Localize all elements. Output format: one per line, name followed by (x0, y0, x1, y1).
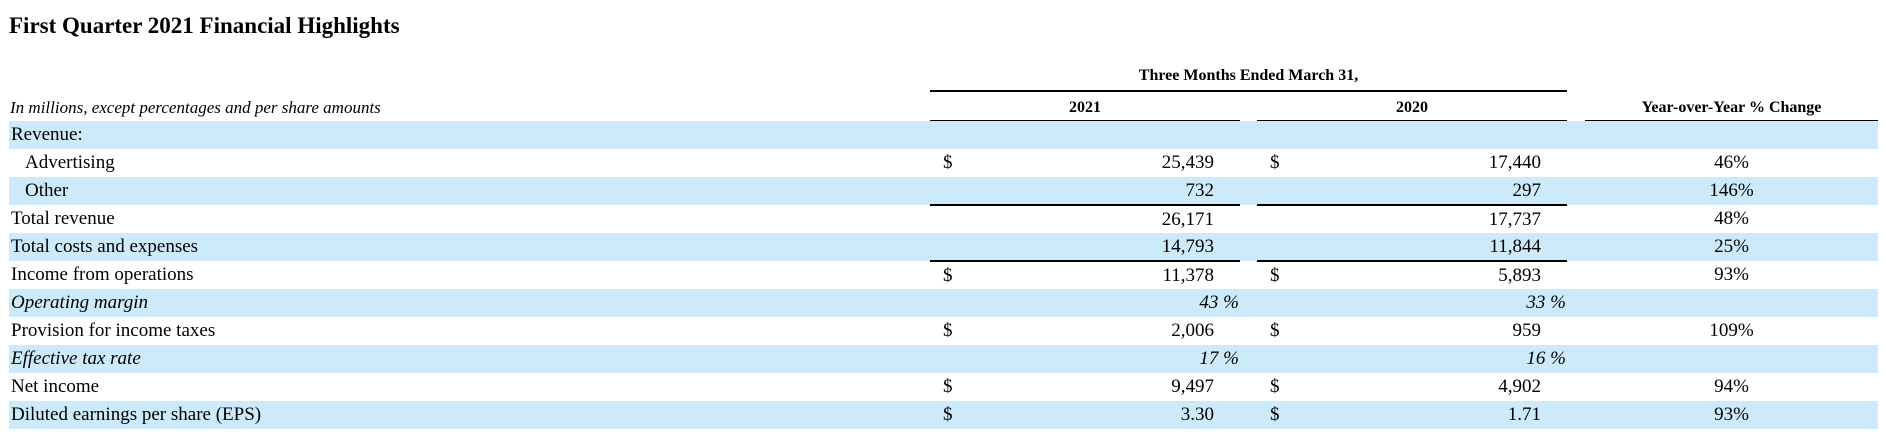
yoy-change-value: 93% (1714, 404, 1749, 425)
table-row-effective-tax-rate: Effective tax rate 17 % 16 % (9, 345, 1878, 373)
currency-symbol: $ (1270, 152, 1280, 173)
percent-value: 17 % (1199, 348, 1239, 369)
amount-value: 297 (1512, 180, 1542, 201)
amount-value: 11,844 (1489, 236, 1541, 257)
amount-value: 2,006 (1171, 320, 1214, 341)
period-header: Three Months Ended March 31, (930, 66, 1567, 92)
cell-2021: $25,439 (930, 149, 1240, 177)
cell-2021 (930, 121, 1240, 149)
cell-2020: 11,844 (1257, 233, 1567, 261)
row-label: Provision for income taxes (11, 320, 216, 341)
amount-value: 17,737 (1488, 209, 1541, 230)
amount-value: 26,171 (1161, 209, 1214, 230)
yoy-change-value: 93% (1714, 264, 1749, 285)
cell-2020: 17,737 (1257, 204, 1567, 234)
cell-2020: $5,893 (1257, 260, 1567, 290)
table-row-provision-income-taxes: Provision for income taxes $2,006 $959 109% (9, 317, 1878, 345)
cell-2021: 26,171 (930, 204, 1240, 234)
cell-2021: $3.30 (930, 401, 1240, 429)
amount-value: 3.30 (1180, 404, 1214, 425)
yoy-change-value: 109% (1709, 320, 1754, 341)
amount-value: 5,893 (1498, 265, 1541, 286)
row-label: Total revenue (11, 208, 115, 229)
row-label: Operating margin (11, 292, 149, 313)
table-row-total-costs: Total costs and expenses 14,793 11,844 25% (9, 233, 1878, 261)
currency-symbol: $ (1270, 265, 1280, 286)
amount-value: 17,440 (1488, 152, 1541, 173)
cell-2021: $2,006 (930, 317, 1240, 345)
table-row-other: Other 732 297 146% (9, 177, 1878, 205)
cell-2020: $4,902 (1257, 373, 1567, 401)
table-row-diluted-eps: Diluted earnings per share (EPS) $3.30 $1.… (9, 401, 1878, 429)
row-label: Revenue: (11, 124, 83, 145)
cell-2021: $11,378 (930, 260, 1240, 290)
yoy-change-value: 94% (1714, 376, 1749, 397)
currency-symbol: $ (943, 404, 953, 425)
amount-value: 11,378 (1162, 265, 1214, 286)
cell-2021: 732 (930, 177, 1240, 205)
cell-2021: $9,497 (930, 373, 1240, 401)
column-header-yoy: Year-over-Year % Change (1585, 98, 1878, 122)
table-row-income-from-operations: Income from operations $11,378 $5,893 93% (9, 260, 1878, 290)
cell-2020: $17,440 (1257, 149, 1567, 177)
currency-symbol: $ (943, 376, 953, 397)
amount-value: 1.71 (1507, 404, 1541, 425)
table-row-revenue-heading: Revenue: (9, 121, 1878, 149)
amount-value: 732 (1185, 180, 1215, 201)
yoy-change-value: 48% (1714, 208, 1749, 229)
currency-symbol: $ (943, 320, 953, 341)
currency-symbol: $ (1270, 320, 1280, 341)
yoy-change-value: 25% (1714, 236, 1749, 257)
row-label: Income from operations (11, 264, 194, 285)
percent-value: 16 % (1526, 348, 1566, 369)
cell-2021: 17 % (930, 345, 1240, 373)
cell-2020 (1257, 121, 1567, 149)
currency-symbol: $ (943, 152, 953, 173)
cell-2021: 14,793 (930, 233, 1240, 261)
financial-table: Revenue: Advertising $25,439 $17,440 46% Othe… (9, 121, 1878, 429)
currency-symbol: $ (1270, 404, 1280, 425)
cell-2020: 16 % (1257, 345, 1567, 373)
row-label: Diluted earnings per share (EPS) (11, 404, 262, 425)
page-title: First Quarter 2021 Financial Highlights (9, 13, 400, 38)
currency-symbol: $ (943, 265, 953, 286)
row-label: Effective tax rate (11, 348, 141, 369)
table-row-operating-margin: Operating margin 43 % 33 % (9, 289, 1878, 317)
table-row-total-revenue: Total revenue 26,171 17,737 48% (9, 204, 1878, 234)
percent-value: 33 % (1526, 292, 1566, 313)
amount-value: 9,497 (1171, 376, 1214, 397)
cell-2020: $959 (1257, 317, 1567, 345)
amount-value: 959 (1512, 320, 1542, 341)
cell-2020: 297 (1257, 177, 1567, 205)
amount-value: 4,902 (1498, 376, 1541, 397)
table-row-advertising: Advertising $25,439 $17,440 46% (9, 149, 1878, 177)
units-note: In millions, except percentages and per … (10, 98, 381, 117)
yoy-change-value: 146% (1709, 180, 1754, 201)
amount-value: 25,439 (1161, 152, 1214, 173)
row-label: Other (25, 180, 69, 201)
cell-2020: $1.71 (1257, 401, 1567, 429)
table-row-net-income: Net income $9,497 $4,902 94% (9, 373, 1878, 401)
column-header-2021: 2021 (930, 98, 1240, 122)
row-label: Advertising (25, 152, 115, 173)
amount-value: 14,793 (1161, 236, 1214, 257)
yoy-change-value: 46% (1714, 152, 1749, 173)
cell-2020: 33 % (1257, 289, 1567, 317)
column-header-2020: 2020 (1257, 98, 1567, 122)
currency-symbol: $ (1270, 376, 1280, 397)
row-label: Total costs and expenses (11, 236, 199, 257)
percent-value: 43 % (1199, 292, 1239, 313)
row-label: Net income (11, 376, 100, 397)
cell-2021: 43 % (930, 289, 1240, 317)
